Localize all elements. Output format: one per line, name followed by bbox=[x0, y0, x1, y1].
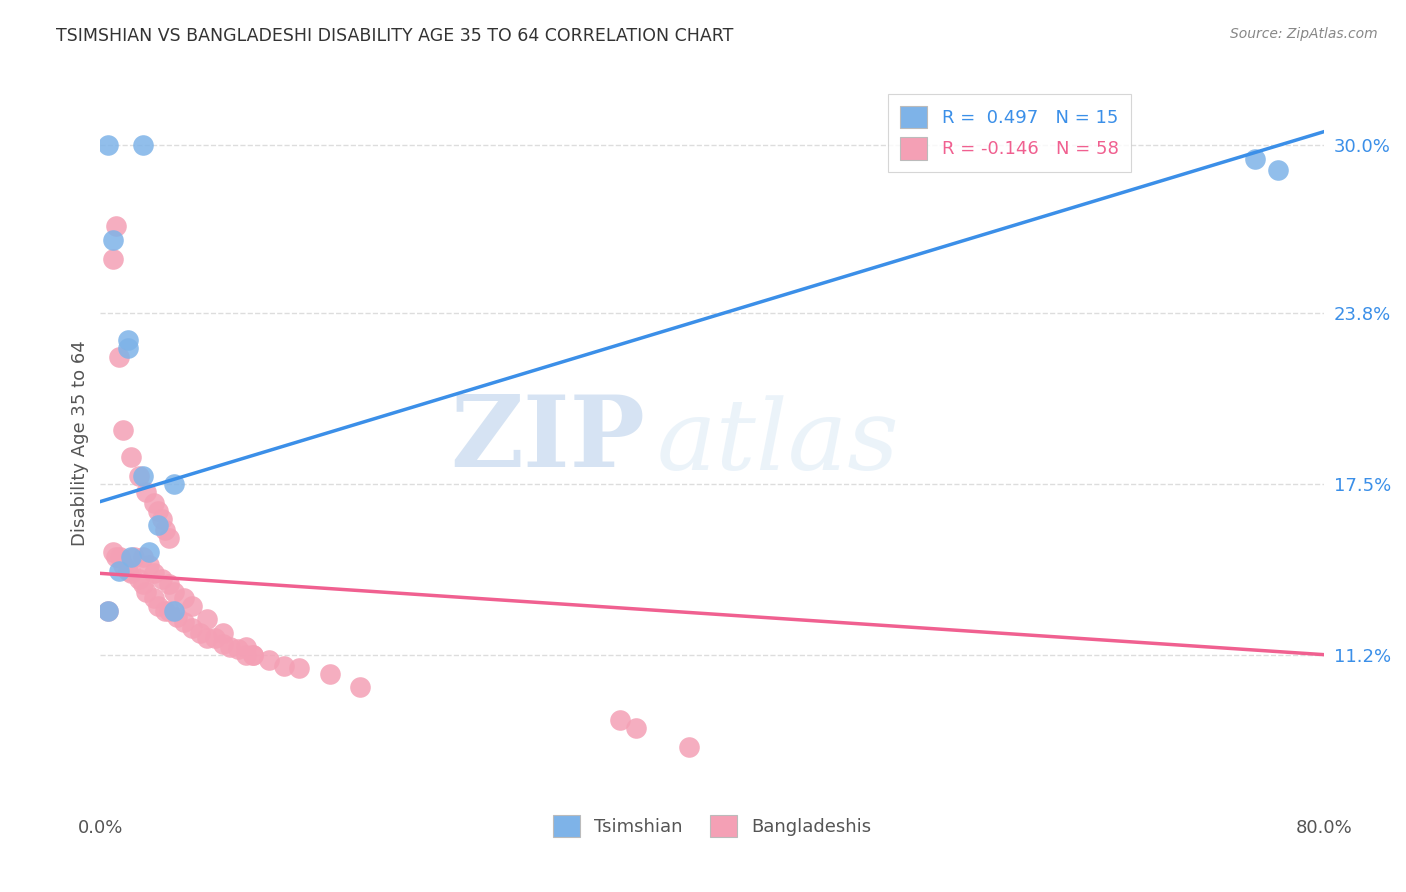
Point bbox=[135, 585, 157, 599]
Point bbox=[273, 658, 295, 673]
Point bbox=[97, 604, 120, 618]
Point bbox=[678, 739, 700, 754]
Point bbox=[117, 334, 139, 348]
Point bbox=[138, 558, 160, 573]
Point bbox=[104, 550, 127, 565]
Point bbox=[235, 648, 257, 662]
Point bbox=[132, 550, 155, 565]
Point bbox=[609, 713, 631, 727]
Point bbox=[257, 653, 280, 667]
Point bbox=[117, 564, 139, 578]
Point bbox=[148, 504, 170, 518]
Point bbox=[142, 496, 165, 510]
Point bbox=[142, 566, 165, 581]
Y-axis label: Disability Age 35 to 64: Disability Age 35 to 64 bbox=[72, 341, 89, 546]
Point bbox=[128, 468, 150, 483]
Point bbox=[157, 531, 180, 545]
Point bbox=[1267, 162, 1289, 177]
Point bbox=[349, 680, 371, 694]
Point bbox=[204, 632, 226, 646]
Point bbox=[173, 615, 195, 629]
Point bbox=[135, 485, 157, 500]
Point bbox=[132, 468, 155, 483]
Text: Source: ZipAtlas.com: Source: ZipAtlas.com bbox=[1230, 27, 1378, 41]
Point bbox=[157, 604, 180, 618]
Text: atlas: atlas bbox=[657, 396, 900, 491]
Point bbox=[128, 572, 150, 586]
Point bbox=[101, 544, 124, 558]
Point bbox=[97, 604, 120, 618]
Point bbox=[120, 566, 142, 581]
Text: ZIP: ZIP bbox=[450, 391, 645, 488]
Point bbox=[148, 517, 170, 532]
Point bbox=[150, 572, 173, 586]
Point bbox=[288, 661, 311, 675]
Point bbox=[211, 637, 233, 651]
Point bbox=[120, 550, 142, 565]
Point bbox=[188, 626, 211, 640]
Point bbox=[624, 721, 647, 735]
Point bbox=[150, 512, 173, 526]
Point bbox=[142, 591, 165, 605]
Point bbox=[132, 577, 155, 591]
Legend: Tsimshian, Bangladeshis: Tsimshian, Bangladeshis bbox=[546, 807, 879, 844]
Point bbox=[107, 564, 129, 578]
Point bbox=[163, 585, 186, 599]
Point bbox=[181, 599, 204, 613]
Point bbox=[101, 252, 124, 266]
Point bbox=[219, 640, 242, 654]
Point bbox=[148, 599, 170, 613]
Point bbox=[112, 558, 135, 573]
Point bbox=[242, 648, 264, 662]
Point bbox=[173, 591, 195, 605]
Point bbox=[153, 604, 176, 618]
Point bbox=[112, 423, 135, 437]
Point bbox=[107, 350, 129, 364]
Point bbox=[138, 544, 160, 558]
Point bbox=[104, 219, 127, 234]
Point bbox=[211, 626, 233, 640]
Point bbox=[163, 604, 186, 618]
Point bbox=[1244, 152, 1267, 166]
Point bbox=[97, 138, 120, 153]
Text: TSIMSHIAN VS BANGLADESHI DISABILITY AGE 35 TO 64 CORRELATION CHART: TSIMSHIAN VS BANGLADESHI DISABILITY AGE … bbox=[56, 27, 734, 45]
Point bbox=[117, 342, 139, 356]
Point bbox=[132, 138, 155, 153]
Point bbox=[197, 612, 219, 626]
Point bbox=[101, 233, 124, 247]
Point bbox=[235, 640, 257, 654]
Point bbox=[242, 648, 264, 662]
Point bbox=[122, 550, 145, 565]
Point bbox=[163, 477, 186, 491]
Point bbox=[319, 666, 342, 681]
Point bbox=[226, 642, 249, 657]
Point bbox=[197, 632, 219, 646]
Point bbox=[153, 523, 176, 537]
Point bbox=[166, 609, 188, 624]
Point bbox=[110, 550, 132, 565]
Point bbox=[181, 621, 204, 635]
Point bbox=[157, 577, 180, 591]
Point bbox=[120, 450, 142, 464]
